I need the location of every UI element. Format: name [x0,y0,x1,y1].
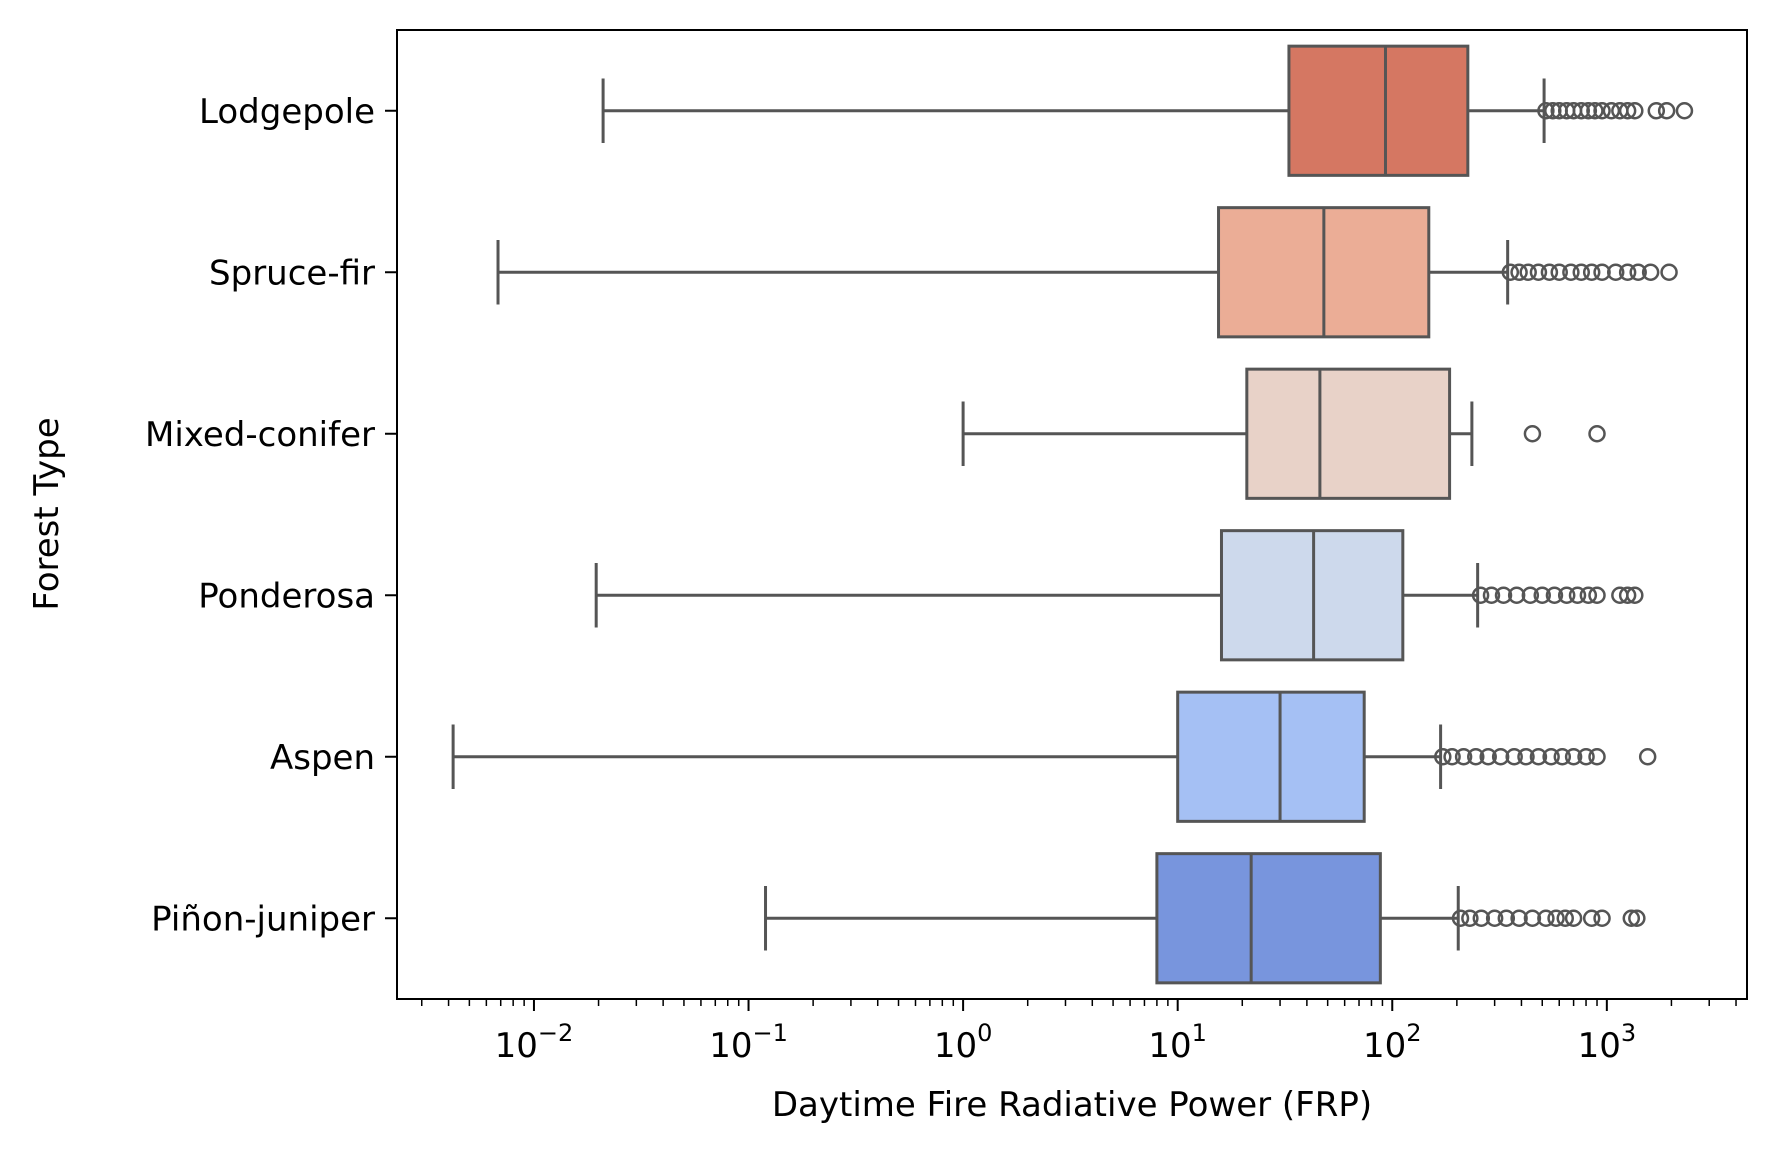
outlier-point [1482,586,1501,604]
outlier-point [1485,909,1504,927]
outlier-point [1507,586,1526,604]
outlier-point [1606,263,1625,281]
outlier-point [1588,586,1606,604]
plot-frame [396,29,1748,1000]
outlier-point [1626,102,1644,120]
outlier-point [1557,586,1576,604]
outlier-point [1562,263,1580,281]
outlier-point [1622,909,1641,927]
outlier-point [1618,102,1637,120]
outlier-point [1577,748,1595,766]
x-tick-label: 100 [934,1019,993,1066]
outlier-point [1434,748,1452,766]
outlier-point [1497,909,1516,927]
outlier-point [1628,909,1646,927]
outlier-point [1517,748,1535,766]
x-axis-title: Daytime Fire Radiative Power (FRP) [772,1085,1372,1125]
outlier-point [1529,748,1548,766]
outlier-point [1537,909,1555,927]
outlier-point [1582,909,1601,927]
outlier-point [1657,102,1676,120]
outlier-point [1626,586,1644,604]
outlier-point [1647,102,1666,120]
outlier-point [1572,102,1591,120]
outlier-point [1443,748,1461,766]
iqr-box [1287,44,1470,177]
box-group-spruce-fir [496,206,1678,339]
outlier-point [1564,748,1583,766]
x-tick-label: 101 [1148,1019,1207,1066]
outlier-point [1542,748,1560,766]
outlier-point [1454,748,1473,766]
outlier-point [1553,748,1572,766]
outlier-point [1467,748,1485,766]
y-tick-label: Mixed-conifer [145,415,375,455]
outlier-point [1523,425,1542,443]
outlier-point [1533,586,1551,604]
outlier-point [1588,748,1606,766]
box-group-pi-on-juniper [764,852,1646,985]
outlier-point [1586,102,1604,120]
outlier-point [1582,263,1601,281]
iqr-box [1245,367,1452,500]
x-tick-label: 103 [1578,1019,1637,1066]
outlier-point [1660,263,1678,281]
outlier-point [1491,748,1510,766]
y-tick-label: Lodgepole [199,92,375,132]
outlier-point [1494,586,1513,604]
outlier-point [1529,263,1548,281]
outlier-point [1461,909,1479,927]
box-group-mixed-conifer [961,367,1606,500]
x-tick-label: 10−1 [709,1019,788,1066]
outlier-point [1588,425,1606,443]
y-axis-title: Forest Type [27,417,67,610]
outlier-point [1638,748,1657,766]
outlier-point [1471,586,1490,604]
outlier-point [1556,909,1574,927]
outlier-point [1568,586,1587,604]
x-tick-label: 10−2 [495,1019,574,1066]
outlier-point [1550,263,1568,281]
outlier-point [1593,102,1611,120]
outlier-point [1501,263,1520,281]
outlier-point [1547,909,1565,927]
outlier-point [1593,263,1611,281]
outlier-point [1618,586,1637,604]
outlier-point [1510,909,1528,927]
outlier-point [1540,263,1559,281]
y-tick-label: Piñon-juniper [151,899,375,939]
iqr-box [1155,852,1382,985]
box-group-aspen [451,690,1657,823]
outlier-point [1564,909,1583,927]
outlier-point [1593,909,1611,927]
outlier-point [1479,748,1497,766]
outlier-point [1579,586,1598,604]
outlier-point [1521,586,1540,604]
outlier-point [1451,909,1470,927]
outlier-point [1537,102,1555,120]
outlier-point [1545,586,1564,604]
outlier-point [1510,263,1528,281]
outlier-point [1523,909,1542,927]
box-group-ponderosa [594,529,1644,662]
outlier-point [1572,263,1591,281]
outlier-point [1472,909,1491,927]
box-group-lodgepole [601,44,1694,177]
iqr-box [1176,690,1366,823]
outlier-point [1505,748,1523,766]
y-tick-label: Spruce-fir [209,253,375,293]
y-tick-label: Ponderosa [198,576,375,616]
outlier-point [1579,102,1598,120]
y-tick-label: Aspen [270,738,375,778]
outlier-point [1629,263,1647,281]
outlier-point [1641,263,1660,281]
outlier-point [1519,263,1537,281]
outlier-point [1618,263,1637,281]
outlier-point [1675,102,1694,120]
x-tick-label: 102 [1363,1019,1422,1066]
